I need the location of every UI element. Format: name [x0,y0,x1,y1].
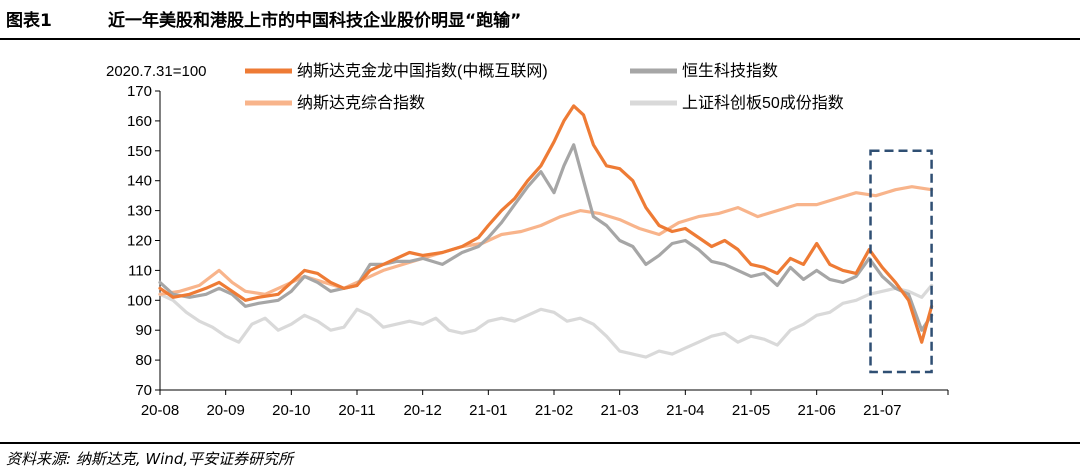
series-line-3 [158,283,934,359]
highlight-group [869,149,933,374]
line-chart: 2020.7.31=100 170 160 150 140 130 120 110 100 90… [106,62,949,419]
y-tick-label: 100 [127,292,152,309]
x-tick-label: 20-09 [206,402,244,419]
y-tick-label: 80 [135,352,152,369]
x-tick-label: 20-11 [338,402,375,419]
y-tick-label: 160 [127,113,152,130]
source-note: 资料来源: 纳斯达克, Wind,平安证券研究所 [6,450,294,468]
x-tick-label: 21-02 [535,402,573,419]
highlight-box [869,149,933,374]
y-tick-label: 170 [127,83,152,100]
legend-label-3: 上证科创板50成份指数 [682,94,844,112]
x-tick-label: 21-07 [863,402,901,419]
x-tick-label: 21-05 [732,402,770,419]
legend-label-0: 纳斯达克金龙中国指数(中概互联网) [297,62,548,80]
y-tick-label: 110 [128,262,152,279]
x-tick-label: 21-06 [797,402,835,419]
y-tick-label: 120 [127,233,152,250]
legend-label-2: 纳斯达克综合指数 [297,94,425,112]
x-tick-label: 21-03 [600,402,638,419]
x-tick-label: 20-10 [272,402,310,419]
bottom-rule [0,442,1080,444]
x-tick-label: 21-04 [666,402,704,419]
y-tick-label: 130 [127,203,152,220]
chart-series [158,104,934,359]
top-rule [0,38,1080,40]
chart-axes: 170 160 150 140 130 120 110 100 90 80 70 20-08 20-09… [127,83,949,419]
y-axis-label: 2020.7.31=100 [106,63,207,80]
x-tick-label: 20-12 [403,402,441,419]
y-tick-label: 140 [127,173,152,190]
y-tick-label: 70 [135,382,152,399]
legend-label-1: 恒生科技指数 [682,62,778,80]
y-tick-label: 150 [127,143,152,160]
figure-header: 图表1 近一年美股和港股上市的中国科技企业股价明显“跑输” [0,0,1080,38]
series-line-1 [158,143,934,332]
y-tick-label: 90 [135,322,152,339]
x-tick-label: 21-01 [469,402,507,419]
figure-title: 近一年美股和港股上市的中国科技企业股价明显“跑输” [108,11,522,31]
series-line-2 [158,185,934,296]
figure-label: 图表1 [6,11,52,31]
x-tick-label: 20-08 [141,402,179,419]
series-line-0 [158,104,934,344]
